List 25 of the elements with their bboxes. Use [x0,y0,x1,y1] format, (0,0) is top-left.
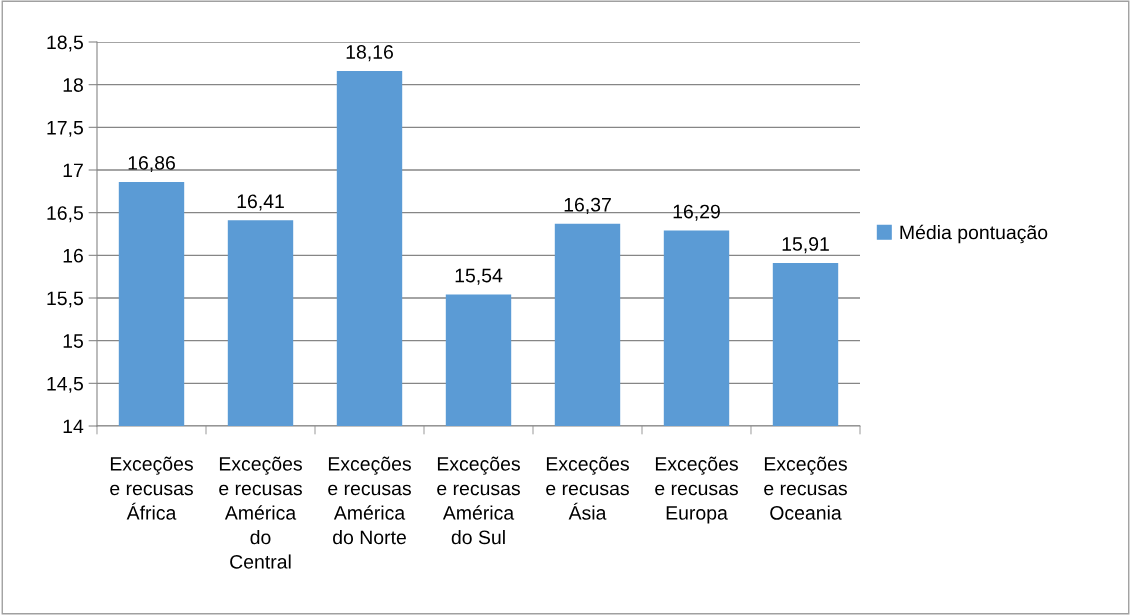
x-tick-label: Exceções e recusas América do Sul [437,456,520,545]
x-tick-label: Exceções e recusas Europa [655,456,738,524]
y-tick-label: 18,5 [47,35,83,52]
x-tick-label: Exceções e recusas América do Norte [328,456,411,545]
y-tick-label: 14 [63,419,84,434]
x-tick-label: Exceções e recusas África [110,456,193,520]
data-label: 16,86 [128,156,175,173]
x-tick-label: Exceções e recusas Ásia [546,456,629,520]
y-tick-label: 14,5 [47,377,83,393]
data-label: 16,37 [564,197,611,214]
y-tick-label: 15 [63,334,83,348]
y-tick-label: 16 [63,248,83,263]
legend-label: Média pontuação [900,224,1048,244]
data-label: 16,41 [237,194,284,211]
y-tick-label: 18 [63,78,83,92]
x-tick-label: Exceções e recusas Oceania [764,456,847,520]
data-label: 18,16 [346,45,393,62]
x-tick-label: Exceções e recusas América do Central [219,456,302,569]
y-tick-label: 17 [63,163,83,178]
y-tick-label: 16,5 [47,206,83,223]
y-tick-label: 15,5 [47,291,83,308]
data-label: 15,91 [782,237,829,254]
data-label: 15,54 [455,268,503,285]
data-label: 16,29 [673,204,720,221]
y-tick-label: 17,5 [47,121,83,137]
